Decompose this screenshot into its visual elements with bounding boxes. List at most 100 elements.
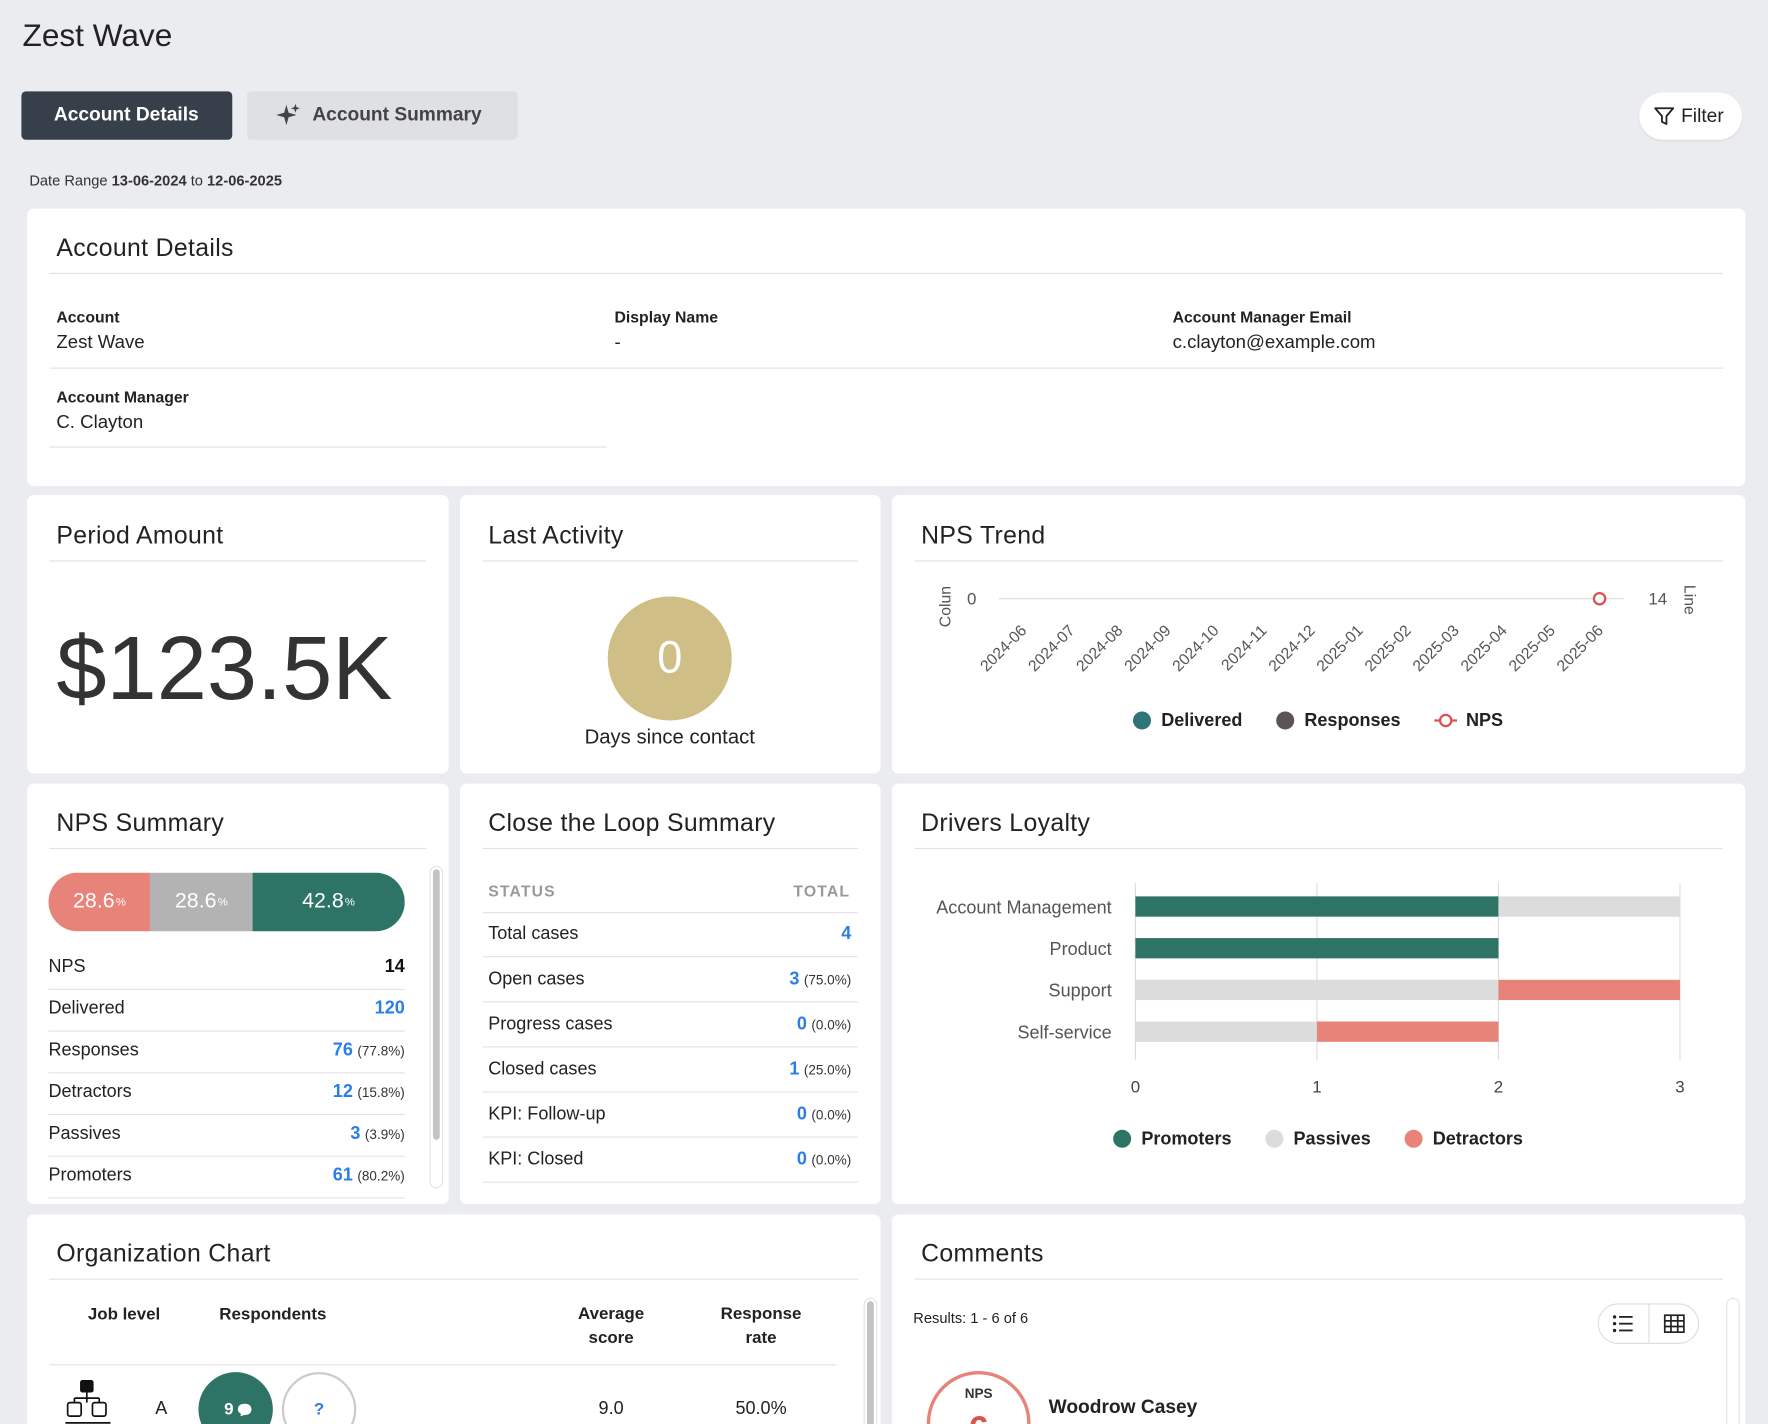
- field-label: Account: [56, 307, 120, 326]
- scrollbar-thumb[interactable]: [432, 869, 440, 1140]
- activity-value: 0: [657, 633, 683, 683]
- account-details-card: [27, 208, 1746, 486]
- divider: [48, 1030, 405, 1032]
- nps-segment: 42.8%: [252, 872, 405, 932]
- row-share: (80.2%): [357, 1168, 405, 1184]
- row-label: Progress cases: [488, 1014, 613, 1034]
- row-value: 4: [841, 925, 851, 945]
- activity-caption: Days since contact: [584, 725, 755, 749]
- column-header: Response rate: [720, 1304, 802, 1348]
- list-view-button[interactable]: [1611, 1312, 1634, 1335]
- filter-label: Filter: [1681, 104, 1724, 127]
- row-share: (3.9%): [364, 1126, 405, 1143]
- tab-label: Account Summary: [312, 103, 482, 126]
- grid-view-button[interactable]: [1663, 1312, 1686, 1335]
- divider: [482, 1001, 859, 1003]
- period-amount: $123.5K: [56, 617, 393, 719]
- divider: [914, 560, 1723, 562]
- respondents-count: 9: [224, 1399, 234, 1419]
- job-level: A: [155, 1399, 168, 1419]
- nps-badge-value: 6: [969, 1409, 989, 1424]
- divider: [49, 847, 427, 850]
- row-share: (77.8%): [357, 1042, 405, 1059]
- card-title: Comments: [921, 1239, 1044, 1268]
- unknown-label: ?: [313, 1399, 325, 1419]
- row-share: (25.0%): [803, 1062, 852, 1078]
- row-label: Detractors: [48, 1082, 132, 1102]
- row-label: Passives: [48, 1124, 121, 1144]
- scrollbar-track: [1726, 1297, 1740, 1424]
- row-value: 76 (77.8%): [333, 1041, 405, 1061]
- row-label: Delivered: [48, 998, 125, 1019]
- segment-value: 28.6: [72, 889, 115, 914]
- filter-icon: [1654, 107, 1675, 125]
- row-number: 3: [350, 1124, 361, 1144]
- divider: [48, 1197, 405, 1199]
- row-value: 0 (0.0%): [797, 1015, 851, 1035]
- results-count: Results: 1 - 6 of 6: [913, 1309, 1029, 1327]
- page-title: Zest Wave: [22, 18, 173, 53]
- row-value: 3 (3.9%): [350, 1124, 404, 1144]
- tab-label: Account Details: [53, 103, 199, 126]
- date-range-label: Date Range: [29, 171, 108, 189]
- divider: [914, 847, 1723, 850]
- row-number: 76: [332, 1040, 353, 1060]
- card-title: NPS Trend: [921, 520, 1046, 550]
- row-value: 14: [385, 957, 405, 977]
- drivers-card: [891, 783, 1746, 1205]
- field-value: c.clayton@example.com: [1172, 332, 1376, 353]
- segment-unit: %: [115, 895, 126, 909]
- segment-unit: %: [344, 895, 355, 909]
- card-title: Close the Loop Summary: [488, 808, 776, 837]
- divider: [482, 1181, 859, 1183]
- card-title: Period Amount: [56, 520, 224, 550]
- row-label: KPI: Closed: [488, 1150, 584, 1170]
- row-share: (75.0%): [803, 971, 852, 988]
- respondents-badge[interactable]: [198, 1372, 273, 1424]
- field-label: Display Name: [614, 307, 719, 326]
- nps-badge-label: NPS: [964, 1385, 993, 1402]
- close-loop-card: [460, 783, 881, 1205]
- segment-value: 42.8: [302, 889, 344, 914]
- row-number: 3: [789, 969, 800, 989]
- column-header: TOTAL: [793, 881, 851, 900]
- card-title: Drivers Loyalty: [921, 808, 1091, 837]
- divider: [49, 1364, 837, 1366]
- row-number: 120: [374, 998, 405, 1019]
- row-label: Open cases: [488, 969, 585, 989]
- date-separator: to: [190, 171, 203, 189]
- date-range: Date Range 13-06-2024 to 12-06-2025: [29, 172, 282, 189]
- scrollbar-track: [429, 865, 444, 1189]
- row-value: 12 (15.8%): [333, 1082, 405, 1102]
- divider: [482, 956, 859, 958]
- row-number: 61: [332, 1165, 353, 1186]
- row-number: 12: [332, 1082, 353, 1102]
- divider: [482, 912, 859, 914]
- divider: [48, 988, 405, 990]
- divider: [49, 1278, 859, 1280]
- row-share: (0.0%): [811, 1107, 852, 1123]
- toggle-divider: [1648, 1303, 1650, 1344]
- row-share: (0.0%): [811, 1152, 852, 1169]
- column-header: Average score: [578, 1304, 645, 1348]
- divider: [48, 1072, 405, 1074]
- row-value: 120: [375, 999, 405, 1019]
- row-label: Responses: [48, 1040, 139, 1060]
- sparkle-icon: [276, 103, 300, 126]
- column-header: Respondents: [219, 1305, 327, 1325]
- row-value: 0 (0.0%): [797, 1105, 851, 1125]
- scrollbar-thumb[interactable]: [867, 1301, 874, 1424]
- divider: [49, 272, 1723, 274]
- row-label: Closed cases: [488, 1059, 597, 1080]
- org-chart-card: [27, 1214, 881, 1424]
- card-title: Last Activity: [488, 520, 624, 550]
- divider: [482, 1091, 859, 1093]
- tab-active[interactable]: [21, 91, 233, 140]
- date-start: 13-06-2024: [111, 171, 187, 189]
- row-label: Total cases: [488, 924, 579, 944]
- divider: [482, 1046, 859, 1048]
- filter-button[interactable]: [1639, 92, 1742, 140]
- date-end: 12-06-2025: [207, 171, 282, 189]
